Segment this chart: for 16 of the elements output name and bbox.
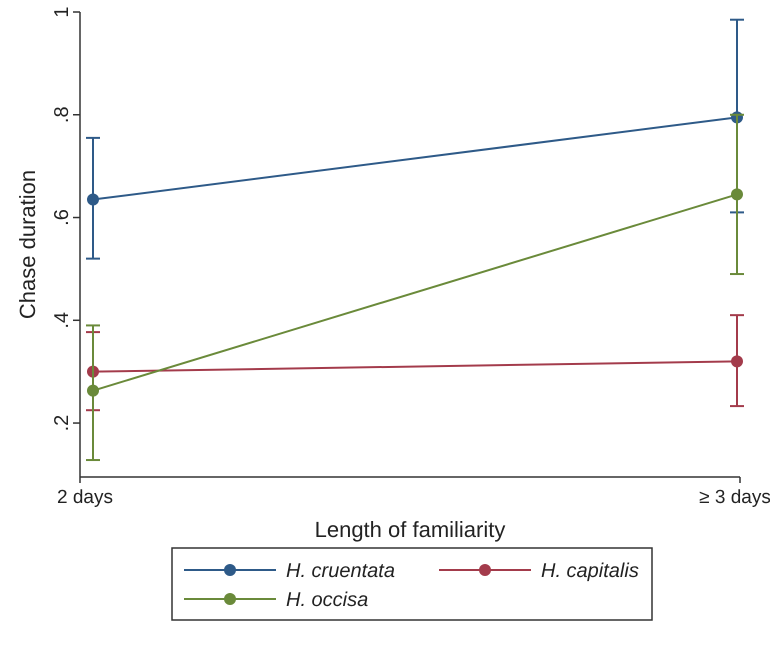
x-tick-label: ≥ 3 days	[699, 487, 770, 508]
y-tick-label: .8	[51, 106, 73, 124]
legend-label: H. occisa	[286, 589, 368, 611]
legend-label: H. capitalis	[541, 560, 639, 582]
y-tick-label: .2	[51, 414, 73, 432]
x-tick-label: 2 days	[57, 487, 113, 508]
legend-label: H. cruentata	[286, 560, 395, 582]
point	[87, 384, 99, 397]
x-axis-title: Length of familiarity	[314, 517, 506, 542]
y-tick-label: .4	[51, 312, 73, 329]
point	[87, 194, 99, 206]
y-axis-title: Chase duration	[15, 170, 40, 320]
y-tick-label: .6	[51, 209, 73, 226]
point	[731, 188, 743, 200]
point	[731, 355, 743, 368]
y-tick-label: 1	[51, 6, 73, 18]
